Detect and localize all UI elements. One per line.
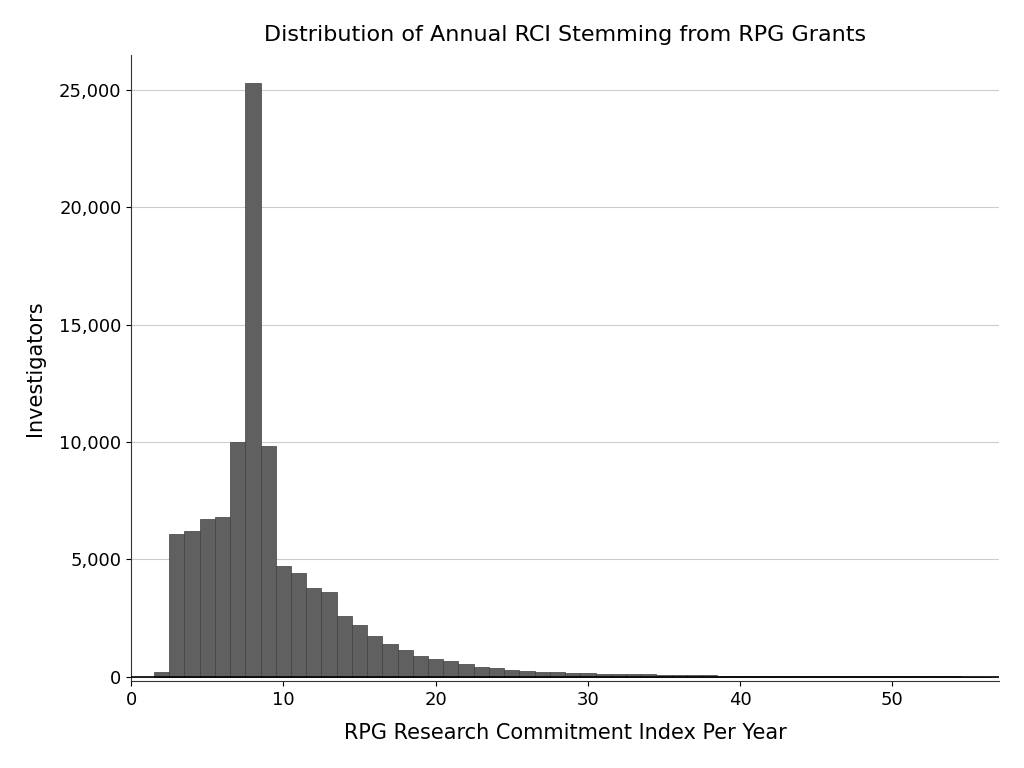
Bar xyxy=(656,675,672,677)
Bar xyxy=(397,650,413,677)
Bar xyxy=(428,659,443,677)
Bar xyxy=(459,664,474,677)
Bar xyxy=(504,670,519,677)
Bar xyxy=(718,676,732,677)
Bar xyxy=(535,671,550,677)
Bar xyxy=(246,83,260,677)
Bar xyxy=(230,442,246,677)
Bar xyxy=(672,675,687,677)
Bar xyxy=(215,517,230,677)
Bar xyxy=(778,676,794,677)
Bar xyxy=(474,667,488,677)
Bar xyxy=(337,616,352,677)
Bar xyxy=(291,574,306,677)
Bar xyxy=(565,673,581,677)
Bar xyxy=(260,445,275,677)
Bar xyxy=(732,676,748,677)
Bar xyxy=(488,668,504,677)
Bar xyxy=(169,534,184,677)
Bar xyxy=(322,592,337,677)
Bar xyxy=(702,675,718,677)
Bar xyxy=(382,644,397,677)
Bar xyxy=(154,672,169,677)
Bar xyxy=(581,674,596,677)
Bar xyxy=(306,588,322,677)
Bar xyxy=(748,676,763,677)
Bar xyxy=(443,661,459,677)
Bar xyxy=(626,674,641,677)
Bar xyxy=(550,672,565,677)
Bar xyxy=(352,625,368,677)
Title: Distribution of Annual RCI Stemming from RPG Grants: Distribution of Annual RCI Stemming from… xyxy=(264,25,866,45)
Y-axis label: Investigators: Investigators xyxy=(25,300,45,436)
Bar xyxy=(687,675,702,677)
Bar xyxy=(184,531,200,677)
Bar xyxy=(413,656,428,677)
Bar xyxy=(596,674,610,677)
Bar xyxy=(763,676,778,677)
Bar xyxy=(368,636,382,677)
Bar xyxy=(519,670,535,677)
Bar xyxy=(610,674,626,677)
Bar xyxy=(641,674,656,677)
Bar xyxy=(275,567,291,677)
Bar xyxy=(200,519,215,677)
X-axis label: RPG Research Commitment Index Per Year: RPG Research Commitment Index Per Year xyxy=(344,723,786,743)
